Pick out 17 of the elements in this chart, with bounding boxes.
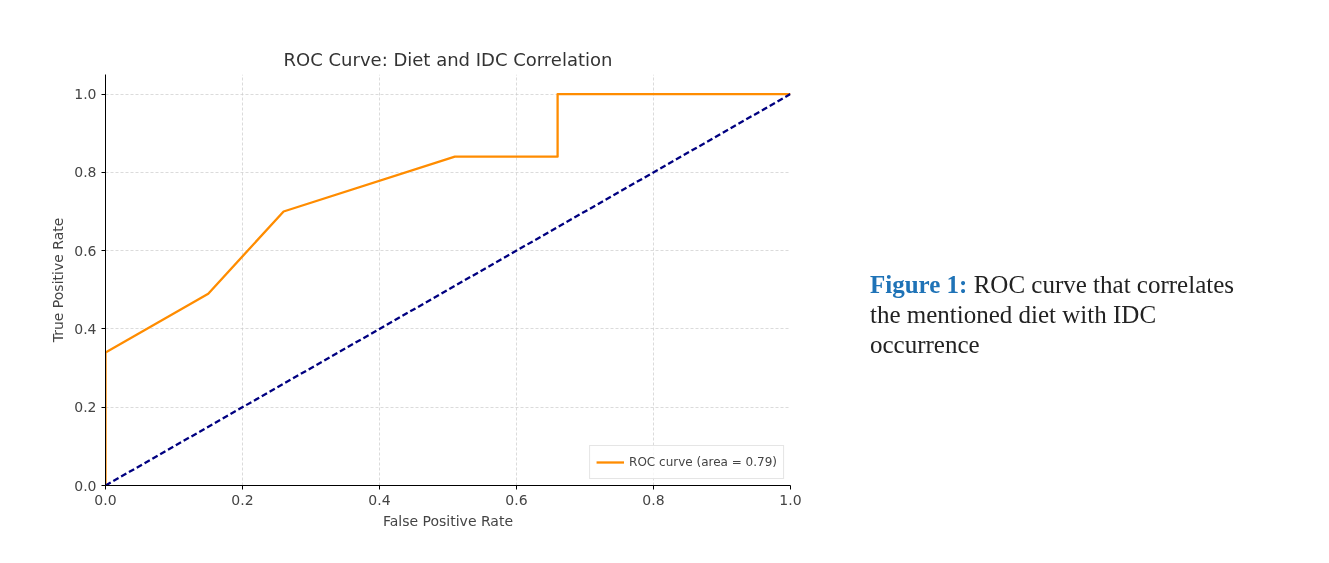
- y-tick-label: 0.2: [74, 399, 97, 416]
- chart-title: ROC Curve: Diet and IDC Correlation: [283, 48, 613, 70]
- x-axis-title: False Positive Rate: [382, 512, 514, 529]
- y-tick-label: 0.0: [74, 477, 97, 494]
- caption: Figure 1:: [870, 271, 968, 298]
- y-tick-label: 0.4: [74, 320, 97, 337]
- x-tick-label: 0.4: [368, 491, 391, 508]
- x-tick-label: 0.2: [231, 491, 254, 508]
- y-tick-label: 1.0: [74, 86, 97, 103]
- x-tick-label: 0.6: [505, 491, 528, 508]
- y-axis-title: True Positive Rate: [50, 217, 67, 344]
- y-tick-label: 0.6: [74, 242, 97, 259]
- legend-label: ROC curve (area = 0.79): [629, 455, 777, 469]
- x-tick-label: 0.8: [642, 491, 665, 508]
- y-tick-label: 0.8: [74, 164, 97, 181]
- x-tick-label: 0.0: [94, 491, 117, 508]
- x-tick-label: 1.0: [779, 491, 802, 508]
